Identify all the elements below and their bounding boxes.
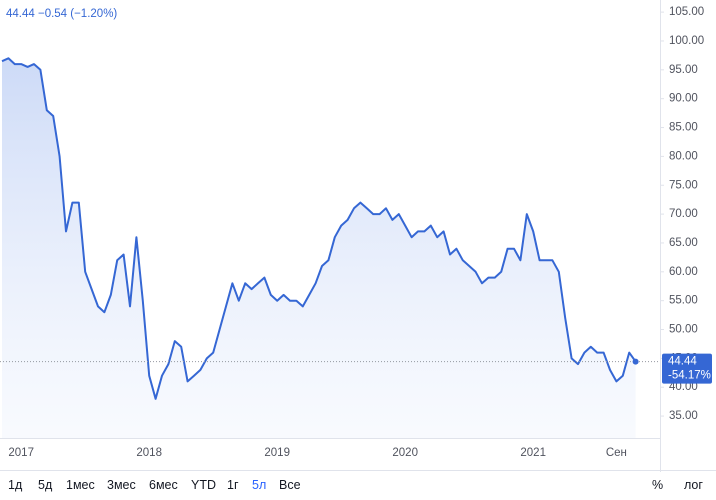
y-tick-label: 80.00 bbox=[669, 150, 698, 162]
y-tick-label: 90.00 bbox=[669, 93, 698, 105]
change-label: -54.17% bbox=[668, 370, 711, 382]
y-tick-label: 85.00 bbox=[669, 122, 698, 134]
range-button[interactable]: 5л bbox=[252, 478, 267, 492]
x-tick-label: Сен bbox=[606, 447, 627, 459]
y-tick-label: 95.00 bbox=[669, 64, 698, 76]
y-tick-label: 55.00 bbox=[669, 295, 698, 307]
price-line bbox=[1, 57, 637, 400]
header-quote: 44.44 −0.54 (−1.20%) bbox=[6, 8, 117, 20]
x-tick-label: 2017 bbox=[8, 447, 34, 459]
y-tick-label: 50.00 bbox=[669, 324, 698, 336]
range-button[interactable]: Все bbox=[279, 478, 301, 492]
y-tick-label: 70.00 bbox=[669, 208, 698, 220]
y-tick-label: 35.00 bbox=[669, 410, 698, 422]
last-price-label: 44.44 bbox=[668, 356, 697, 368]
range-button[interactable]: 5д bbox=[38, 478, 53, 492]
y-tick-label: 105.00 bbox=[669, 6, 704, 18]
last-price-box bbox=[662, 353, 712, 384]
toolbar: 1д 5д 1мес 3мес 6мес YTD 1г 5л Все% лог bbox=[0, 472, 716, 500]
last-point bbox=[632, 358, 639, 365]
area-fill bbox=[2, 58, 636, 439]
range-button[interactable]: 6мес bbox=[149, 478, 178, 492]
x-tick-label: 2019 bbox=[264, 447, 290, 459]
y-tick-label: 40.00 bbox=[669, 381, 698, 393]
y-tick-label: 65.00 bbox=[669, 237, 698, 249]
range-button[interactable]: 1г bbox=[227, 478, 239, 492]
y-tick-label: 75.00 bbox=[669, 179, 698, 191]
y-tick-label: 60.00 bbox=[669, 266, 698, 278]
x-tick-label: 2020 bbox=[392, 447, 418, 459]
range-button[interactable]: 1д bbox=[8, 478, 23, 492]
range-button[interactable]: YTD bbox=[191, 478, 216, 492]
chart: 44.44 −0.54 (−1.20%) 35.0040.0045.0050.0… bbox=[0, 0, 716, 472]
range-button[interactable]: 1мес bbox=[66, 478, 95, 492]
y-tick-label: 100.00 bbox=[669, 35, 704, 47]
x-tick-label: 2021 bbox=[520, 447, 546, 459]
range-button[interactable]: 3мес bbox=[107, 478, 136, 492]
x-tick-label: 2018 bbox=[136, 447, 162, 459]
scale-button[interactable]: % bbox=[652, 478, 664, 492]
scale-button[interactable]: лог bbox=[684, 478, 703, 492]
